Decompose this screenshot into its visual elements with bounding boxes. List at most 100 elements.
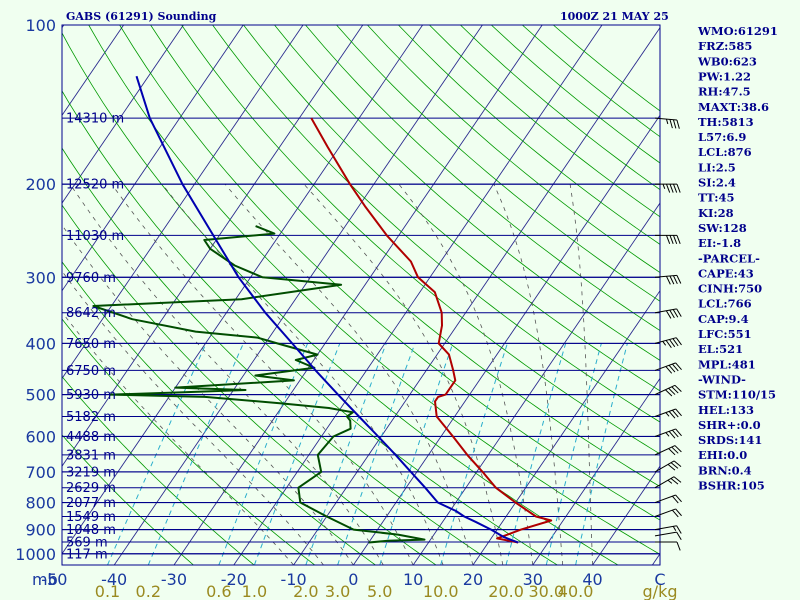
wind-barb-flag [672, 409, 679, 418]
moist-adiabat-line [62, 311, 294, 565]
stat-line: LI:2.5 [698, 160, 736, 174]
stat-line: BSHR:105 [698, 479, 765, 493]
dry-adiabat-line [62, 32, 619, 565]
height-level-label: 117 m [66, 547, 108, 562]
stat-line: SI:2.4 [698, 176, 736, 190]
mixing-ratio-tick-label: 0.2 [136, 582, 161, 600]
pressure-tick-label: 900 [25, 521, 56, 540]
wind-barb-flag [665, 389, 673, 397]
wind-barb [654, 274, 682, 285]
wind-barb-flag [668, 387, 676, 395]
mixing-ratio-line [440, 343, 508, 565]
mixing-ratio-tick-label: 30.0 [528, 582, 564, 600]
wind-barb-flag [676, 119, 680, 129]
wind-barb-flag [672, 363, 679, 372]
wind-barb-flag [672, 495, 679, 504]
parcel-profile [135, 75, 519, 544]
wind-barb [654, 445, 682, 456]
wind-barb-staff [654, 508, 676, 517]
wind-barb [654, 525, 682, 534]
wind-barb-flag [666, 276, 671, 285]
temperature-tick-label: -40 [101, 570, 127, 589]
height-level-label: 1549 m [66, 510, 116, 525]
height-level-label: 5182 m [66, 410, 116, 425]
wind-barb-flag [673, 460, 682, 467]
wind-barb-staff [654, 476, 675, 489]
pressure-tick-label: 1000 [15, 545, 56, 564]
height-level-label: 1048 m [66, 523, 116, 538]
wind-barb-flag [669, 184, 674, 193]
mixing-ratio-tick-label: 20.0 [488, 582, 524, 600]
wind-barb [654, 362, 682, 374]
wind-barb-half-flag [662, 341, 667, 346]
moist-adiabat-line [111, 183, 414, 565]
wind-barb-staff [654, 460, 675, 473]
wind-barb-flag [676, 525, 682, 534]
mixing-ratio-line [305, 343, 387, 565]
isotherm-line [592, 465, 660, 565]
temperature-tick-label: -30 [161, 570, 187, 589]
wind-barb-flag [672, 429, 679, 438]
dry-adiabat-line [336, 25, 660, 302]
pressure-tick-label: 500 [25, 386, 56, 405]
isotherm-line [233, 25, 603, 565]
temperature-tick-label: 30 [523, 570, 543, 589]
dry-adiabat-line [62, 434, 194, 565]
wind-barb [654, 384, 682, 397]
stat-line: CINH:750 [698, 282, 762, 296]
dry-adiabat-line [62, 375, 255, 565]
stat-line: RH:47.5 [698, 85, 751, 99]
temperature-tick-label: 10 [403, 570, 423, 589]
wind-barb [654, 460, 682, 473]
wind-barb-staff [654, 525, 677, 531]
wind-barb-staff [654, 117, 677, 121]
dewpoint-profile [92, 225, 426, 544]
mixing-ratio-tick-label: 3.0 [325, 582, 350, 600]
mixing-ratio-tick-label: 0.6 [206, 582, 231, 600]
wind-barb-flag [671, 386, 679, 394]
dry-adiabat-line [305, 25, 660, 332]
moist-adiabat-line [398, 183, 534, 565]
height-level-label: 14310 m [66, 112, 124, 127]
stat-line: -WIND- [698, 372, 746, 386]
stat-line: STM:110/15 [698, 388, 776, 402]
x-axis-unit-label: C [654, 570, 665, 589]
stat-line: MPL:481 [698, 357, 756, 371]
wind-barb-flag [668, 364, 676, 373]
wind-barb-flag [671, 446, 679, 454]
mixing-ratio-line [545, 343, 602, 565]
wind-barb [654, 428, 682, 439]
isotherm-line [532, 377, 660, 565]
temperature-tick-label: -10 [280, 570, 306, 589]
wind-barb [654, 308, 682, 319]
wind-barb-flag [667, 463, 676, 471]
stat-line: WMO:61291 [697, 24, 778, 38]
stat-line: WB0:623 [697, 54, 757, 68]
wind-barb-flag [673, 235, 678, 245]
mixing-ratio-tick-label: 1.0 [242, 582, 267, 600]
wind-barb-flag [668, 411, 676, 419]
wind-barb-staff [654, 362, 676, 371]
wind-barb-flag [669, 275, 675, 285]
wind-barb-flag [674, 445, 682, 453]
wind-barb [654, 117, 680, 129]
wind-barb [654, 508, 682, 518]
dry-adiabat-line [119, 25, 660, 521]
wind-barb-half-flag [665, 118, 669, 125]
dry-adiabat-line [62, 318, 315, 565]
stat-line: KI:28 [698, 206, 734, 220]
dry-adiabat-line [62, 90, 558, 565]
isotherm-line [62, 25, 364, 467]
temperature-tick-label: 0 [348, 570, 358, 589]
wind-barb-flag [672, 338, 679, 347]
dry-adiabat-line [150, 25, 660, 488]
wind-barb-flag [674, 384, 682, 392]
wind-barb-flag [675, 494, 682, 503]
mixing-ratio-line [218, 343, 309, 565]
wind-barb-half-flag [672, 526, 677, 531]
moist-adiabat-line [493, 184, 564, 565]
pressure-tick-label: 800 [25, 494, 56, 513]
wind-barb-flag [666, 235, 671, 245]
mixing-ratio-line [253, 343, 341, 565]
height-level-label: 3831 m [66, 448, 116, 463]
